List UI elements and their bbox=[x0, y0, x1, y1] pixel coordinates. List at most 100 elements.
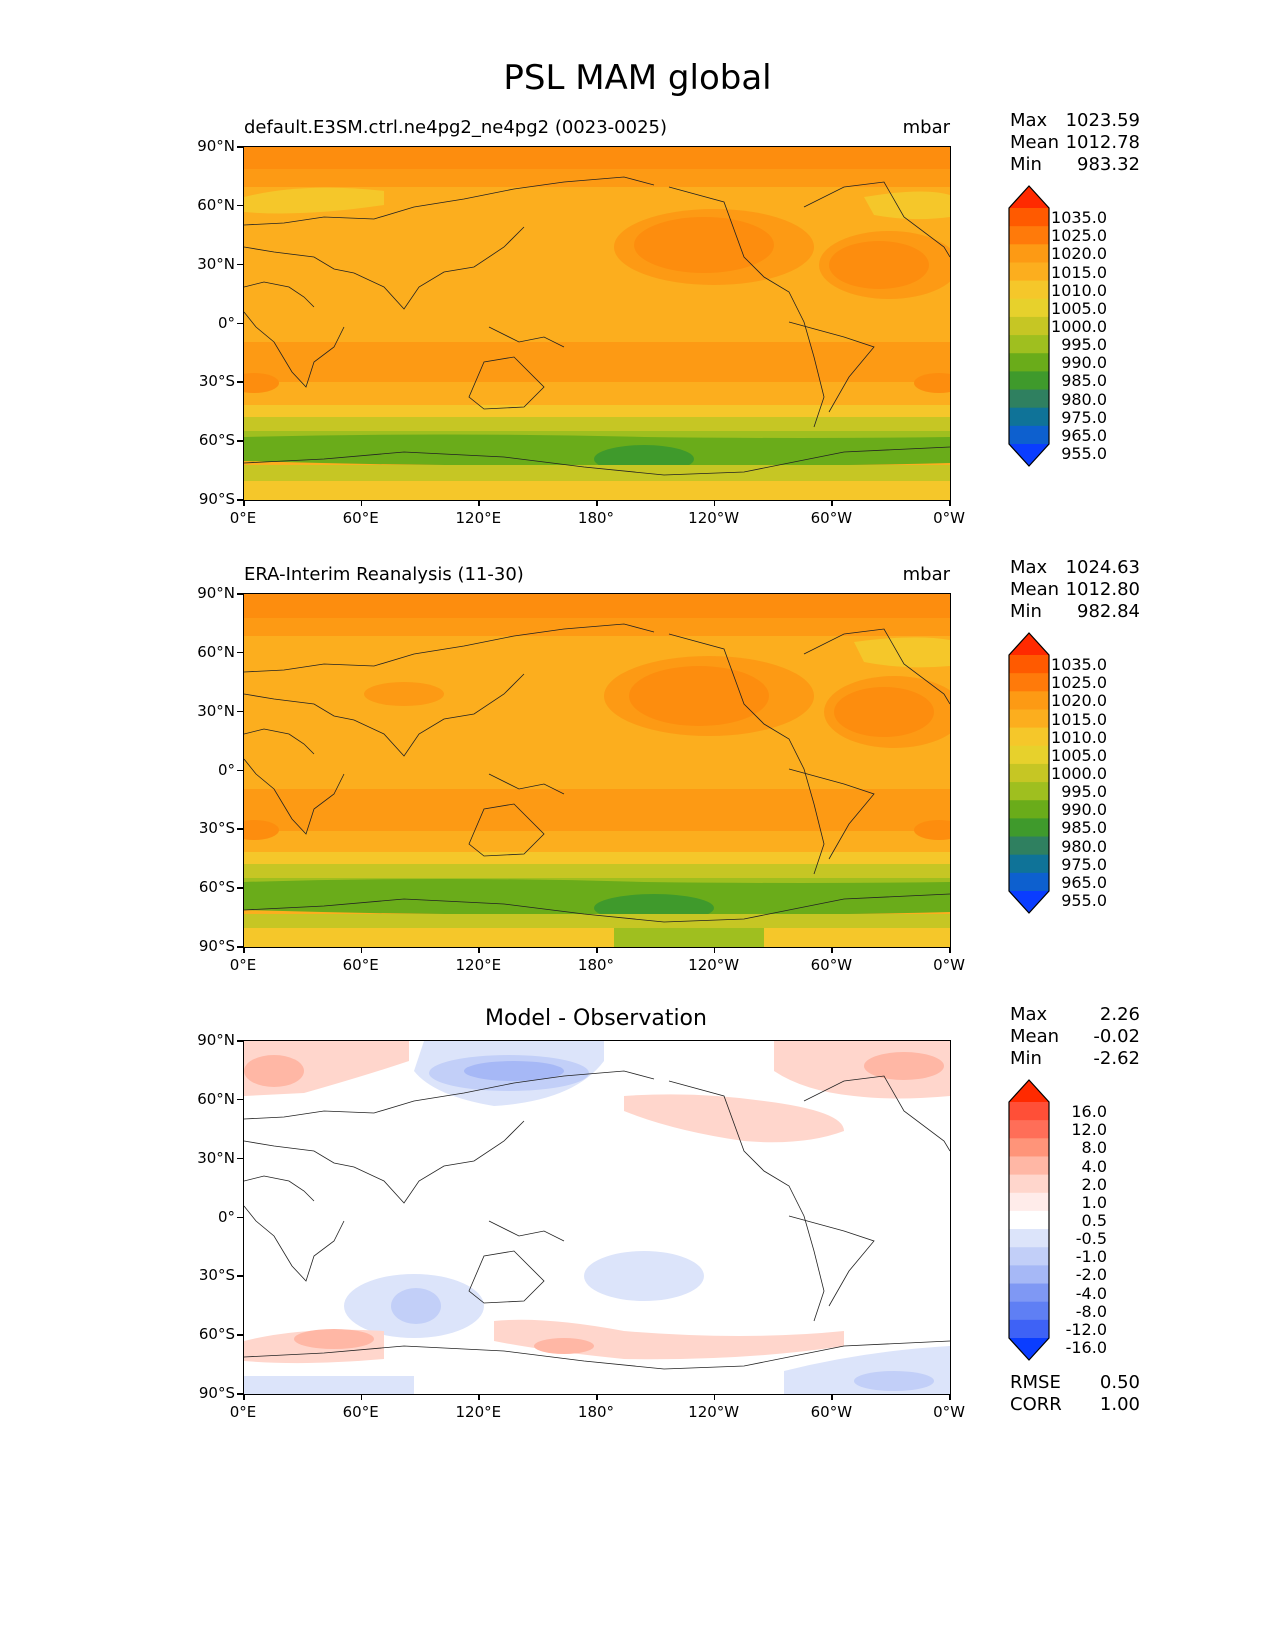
stat-max-label: Max bbox=[1010, 1004, 1048, 1025]
lon-tick-mark bbox=[478, 500, 480, 506]
colorbar-tick-label: -1.0 bbox=[1075, 1247, 1107, 1267]
stat-max-label: Max bbox=[1010, 557, 1048, 578]
stat-max-label: Max bbox=[1010, 110, 1048, 131]
lat-tick-mark bbox=[237, 1275, 243, 1277]
colorbar-tick-label: 1010.0 bbox=[1051, 727, 1107, 747]
colorbar-segment bbox=[1009, 389, 1049, 409]
colorbar-segment bbox=[1009, 745, 1049, 765]
colorbar-extend-min bbox=[1009, 1338, 1049, 1360]
stat-min-value: -2.62 bbox=[1093, 1048, 1140, 1069]
colorbar-extend-max bbox=[1009, 633, 1049, 655]
colorbar-tick-label: 1015.0 bbox=[1051, 262, 1107, 282]
lon-tick-label: 180° bbox=[577, 956, 615, 974]
map-plot-reference bbox=[243, 593, 951, 948]
colorbar-segment bbox=[1009, 316, 1049, 336]
lat-tick-mark bbox=[237, 146, 243, 148]
metric-corr-label: CORR bbox=[1010, 1394, 1062, 1415]
colorbar-outline bbox=[1008, 1079, 1050, 1361]
lon-tick-label: 60°W bbox=[810, 1403, 853, 1421]
lat-tick-mark bbox=[237, 828, 243, 830]
lon-tick-mark bbox=[478, 947, 480, 953]
colorbar-tick-label: 995.0 bbox=[1061, 335, 1107, 355]
lat-tick-mark bbox=[237, 1334, 243, 1336]
colorbar-segment bbox=[1009, 655, 1049, 674]
lon-tick-mark bbox=[360, 1394, 363, 1400]
metric-rmse-label: RMSE bbox=[1010, 1372, 1061, 1393]
lat-tick-mark bbox=[237, 887, 243, 889]
panel-units: mbar bbox=[902, 117, 950, 138]
panel-units: mbar bbox=[902, 564, 950, 585]
map-plot-test bbox=[243, 146, 951, 501]
lon-tick-label: 60°E bbox=[342, 956, 379, 974]
colorbar-tick-label: 1000.0 bbox=[1051, 764, 1107, 783]
colorbar-segment bbox=[1009, 226, 1049, 245]
lat-tick-label: 90°N bbox=[197, 137, 235, 155]
lon-tick-mark bbox=[831, 947, 833, 953]
lat-tick-mark bbox=[237, 593, 243, 595]
stat-mean-value: -0.02 bbox=[1093, 1026, 1140, 1047]
colorbar-tick-label: 1010.0 bbox=[1051, 280, 1107, 300]
stat-min-value: 983.32 bbox=[1077, 154, 1140, 175]
colorbar-segment bbox=[1009, 280, 1049, 300]
colorbar-tick-label: 985.0 bbox=[1061, 818, 1107, 838]
lat-tick-mark bbox=[237, 769, 243, 771]
colorbar-segment bbox=[1009, 335, 1049, 354]
colorbar-tick-label: 980.0 bbox=[1061, 836, 1107, 856]
colorbar-extend-min bbox=[1009, 444, 1049, 466]
lon-tick-label: 0°W bbox=[933, 509, 965, 527]
lon-tick-mark bbox=[949, 1394, 951, 1400]
colorbar-tick-label: 995.0 bbox=[1061, 782, 1107, 802]
lat-tick-label: 90°N bbox=[197, 1031, 235, 1049]
contour-map bbox=[244, 147, 950, 500]
colorbar-tick-label: 990.0 bbox=[1061, 353, 1107, 373]
lon-tick-mark bbox=[360, 947, 363, 953]
colorbar-segment bbox=[1009, 1174, 1049, 1194]
lat-tick-label: 0° bbox=[217, 313, 235, 332]
panel-title-left: default.E3SM.ctrl.ne4pg2_ne4pg2 (0023-00… bbox=[244, 117, 667, 138]
colorbar-tick-label: 0.5 bbox=[1081, 1211, 1107, 1230]
colorbar-segment bbox=[1009, 244, 1049, 263]
lat-tick-mark bbox=[237, 946, 243, 948]
lon-tick-mark bbox=[949, 947, 951, 953]
stats-reference: Max 1024.63 Mean 1012.80 Min 982.84 bbox=[1010, 557, 1140, 623]
lon-tick-label: 120°W bbox=[688, 1403, 740, 1421]
lon-tick-label: 60°W bbox=[810, 509, 853, 527]
colorbar-tick-label: 990.0 bbox=[1061, 800, 1107, 820]
colorbar-segment bbox=[1009, 262, 1049, 282]
stat-min-value: 982.84 bbox=[1077, 601, 1140, 622]
colorbar-extend-min bbox=[1009, 891, 1049, 913]
colorbar-tick-label: -12.0 bbox=[1065, 1319, 1107, 1339]
metric-corr-value: 1.00 bbox=[1099, 1394, 1140, 1415]
colorbar-tick-label: 1.0 bbox=[1081, 1192, 1107, 1212]
lat-tick-mark bbox=[237, 1216, 243, 1218]
stat-min-label: Min bbox=[1010, 154, 1042, 175]
colorbar-tick-label: 1035.0 bbox=[1051, 208, 1107, 228]
lat-tick-label: 60°N bbox=[197, 1089, 235, 1108]
colorbar-segment bbox=[1009, 1229, 1049, 1248]
colorbar-tick-label: -0.5 bbox=[1075, 1229, 1107, 1249]
stat-min-label: Min bbox=[1010, 601, 1042, 622]
colorbar-tick-label: 1005.0 bbox=[1051, 745, 1107, 765]
stat-min-label: Min bbox=[1010, 1048, 1042, 1069]
colorbar-tick-label: 975.0 bbox=[1061, 407, 1107, 427]
lat-tick-label: 90°S bbox=[198, 490, 235, 508]
colorbar-tick-label: 985.0 bbox=[1061, 371, 1107, 391]
panel-title-left: ERA-Interim Reanalysis (11-30) bbox=[244, 564, 524, 585]
lat-tick-mark bbox=[237, 381, 243, 383]
lon-tick-label: 0°E bbox=[229, 956, 257, 974]
lon-tick-mark bbox=[831, 500, 833, 506]
metric-rmse-value: 0.50 bbox=[1099, 1372, 1140, 1393]
colorbar-reference bbox=[1008, 632, 1050, 914]
colorbar-segment bbox=[1009, 1192, 1049, 1212]
stats-difference: Max 2.26 Mean -0.02 Min -2.62 bbox=[1010, 1004, 1140, 1070]
colorbar-tick-label: 1005.0 bbox=[1051, 298, 1107, 318]
colorbar-tick-label: 975.0 bbox=[1061, 854, 1107, 874]
lat-tick-mark bbox=[237, 440, 243, 442]
colorbar-tick-label: -2.0 bbox=[1075, 1265, 1107, 1285]
lat-tick-label: 90°N bbox=[197, 584, 235, 602]
lon-tick-mark bbox=[478, 1394, 480, 1400]
colorbar-tick-label: 8.0 bbox=[1081, 1138, 1107, 1158]
lon-tick-mark bbox=[596, 1394, 598, 1400]
metrics-difference: RMSE 0.50 CORR 1.00 bbox=[1010, 1372, 1140, 1416]
lat-tick-mark bbox=[237, 710, 243, 713]
